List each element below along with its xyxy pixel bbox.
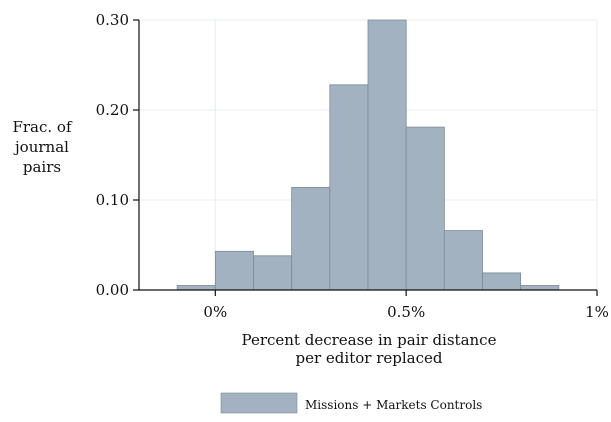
y-tick-labels: 0.00 0.10 0.20 0.30 [96, 11, 129, 299]
bars [176, 19, 560, 291]
histogram-bar [405, 126, 445, 291]
y-tick-label-0: 0.00 [96, 281, 129, 299]
legend: Missions + Markets Controls [220, 392, 482, 414]
x-tick-label-2: 1% [585, 303, 609, 321]
histogram-bar [520, 285, 560, 291]
histogram-bar [291, 186, 331, 291]
histogram-bar [443, 230, 483, 291]
y-axis-label-line-1: Frac. of [12, 118, 72, 136]
y-tick-label-1: 0.10 [96, 191, 129, 209]
x-axis-label-line-2: per editor replaced [296, 349, 443, 367]
histogram-bar [329, 84, 369, 291]
x-axis-label-line-1: Percent decrease in pair distance [242, 331, 497, 349]
y-axis-label-line-3: pairs [23, 158, 61, 176]
legend-swatch [220, 392, 298, 414]
histogram-bar [482, 272, 522, 291]
x-tick-label-1: 0.5% [387, 303, 425, 321]
histogram-bar [176, 285, 216, 291]
y-axis-label-line-2: journal [13, 138, 69, 156]
histogram-bar [214, 250, 254, 291]
axes [133, 19, 598, 296]
histogram-bar [253, 255, 293, 291]
histogram-bar [367, 19, 407, 291]
x-tick-labels: 0% 0.5% 1% [203, 303, 608, 321]
x-tick-label-0: 0% [203, 303, 227, 321]
y-tick-label-2: 0.20 [96, 101, 129, 119]
y-tick-label-3: 0.30 [96, 11, 129, 29]
legend-label: Missions + Markets Controls [305, 398, 482, 412]
